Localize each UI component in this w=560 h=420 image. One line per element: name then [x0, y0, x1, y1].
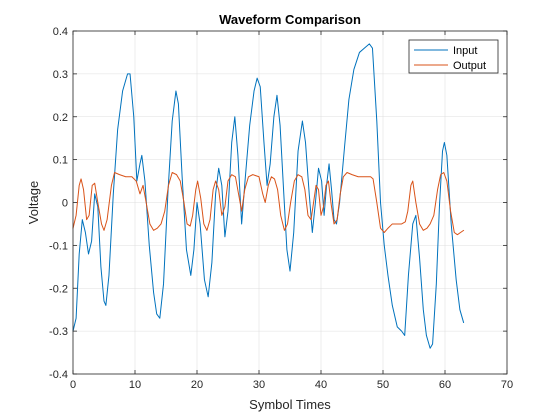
axis-ticks: 0 10 20 30 40 50 60 70 -0.4 -0.3 -0.2 -0.1 0 0.1 0.2 0.… [49, 26, 513, 391]
y-tick-label: -0.2 [49, 283, 68, 295]
legend: Input Output [408, 39, 499, 74]
y-tick-label: 0.4 [53, 26, 68, 38]
y-tick-label: -0.4 [49, 369, 68, 381]
y-tick-label: -0.3 [49, 326, 68, 338]
legend-label-input: Input [453, 45, 477, 57]
y-axis-label: Voltage [26, 181, 41, 224]
x-tick-label: 0 [70, 379, 76, 391]
x-tick-label: 30 [253, 379, 265, 391]
y-tick-label: 0.1 [53, 155, 68, 167]
y-tick-label: -0.1 [49, 240, 68, 252]
x-tick-label: 20 [191, 379, 203, 391]
x-tick-label: 40 [315, 379, 327, 391]
x-tick-label: 60 [439, 379, 451, 391]
series-line-output [72, 171, 465, 236]
chart-title: Waveform Comparison [219, 12, 361, 27]
x-tick-label: 10 [129, 379, 141, 391]
series-line-input [72, 43, 465, 349]
x-axis-label: Symbol Times [249, 397, 331, 412]
y-tick-label: 0.3 [53, 69, 68, 81]
legend-box [408, 39, 499, 74]
y-tick-label: 0.2 [53, 112, 68, 124]
y-tick-label: 0 [62, 198, 68, 210]
x-tick-label: 50 [377, 379, 389, 391]
legend-label-output: Output [453, 60, 486, 72]
x-tick-label: 70 [501, 379, 513, 391]
series-lines [72, 43, 465, 349]
